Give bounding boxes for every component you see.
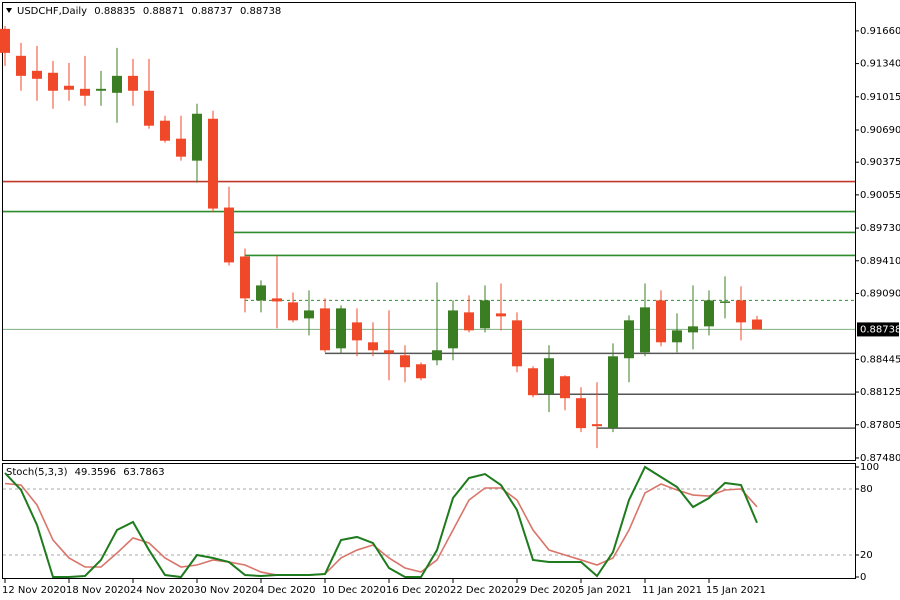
candle-body (352, 322, 362, 341)
candle-body (720, 301, 730, 303)
stoch-k-value: 49.3596 (75, 467, 116, 478)
y-tick-label: 80 (860, 484, 873, 495)
x-tick-label: 15 Jan 2021 (706, 585, 766, 596)
x-tick-label: 24 Nov 2020 (130, 585, 194, 596)
candle-body (0, 28, 10, 53)
y-tick-label: 0.89410 (860, 256, 900, 267)
x-tick-label: 18 Nov 2020 (66, 585, 130, 596)
y-tick-label: 0.88125 (860, 387, 900, 398)
candle-body (576, 398, 586, 429)
candle-body (528, 368, 538, 396)
price-panel (2, 2, 856, 461)
open-value: 0.88835 (94, 6, 135, 17)
candle-body (176, 138, 186, 157)
candle-body (144, 90, 154, 126)
candle-body (752, 319, 762, 330)
price-label-box (857, 322, 899, 337)
candle-body (80, 88, 90, 96)
stoch-line (4, 465, 758, 579)
x-tick-label: 10 Dec 2020 (322, 585, 386, 596)
candle-body (96, 88, 106, 91)
y-tick-label: 0.90055 (860, 190, 900, 201)
y-tick-label: 0.89730 (860, 223, 900, 234)
candle-body (128, 75, 138, 91)
candle-body (608, 356, 618, 429)
candle-body (592, 424, 602, 427)
price-label: 0.88738 (860, 324, 900, 335)
candle-body (640, 307, 650, 353)
candle-body (32, 70, 42, 79)
candle-body (240, 256, 250, 299)
x-tick-label: 16 Dec 2020 (386, 585, 450, 596)
candle-body (304, 310, 314, 319)
stoch-header: Stoch(5,3,3) 49.3596 63.7863 (6, 467, 165, 478)
candle-body (448, 310, 458, 349)
candle-body (192, 113, 202, 161)
x-tick-label: 12 Nov 2020 (2, 585, 66, 596)
x-tick-label: 29 Dec 2020 (514, 585, 578, 596)
candle-body (672, 330, 682, 343)
candle-body (544, 358, 554, 395)
y-tick-label: 100 (860, 462, 879, 473)
y-tick-label: 0.87805 (860, 420, 900, 431)
low-value: 0.88737 (191, 6, 232, 17)
candle-body (160, 120, 170, 141)
candle-body (432, 350, 442, 361)
candle-body (48, 72, 58, 91)
candle-body (464, 312, 474, 331)
candle-body (208, 118, 218, 209)
y-tick-label: 0.88445 (860, 354, 900, 365)
x-tick-label: 4 Dec 2020 (258, 585, 316, 596)
x-tick-label: 30 Nov 2020 (194, 585, 258, 596)
candle-body (320, 308, 330, 351)
candle-body (64, 85, 74, 90)
candle-body (688, 326, 698, 333)
menu-icon[interactable] (6, 8, 12, 13)
candle-body (416, 364, 426, 379)
candle-body (656, 300, 666, 343)
y-tick-label: 0 (860, 572, 866, 583)
candle-body (704, 300, 714, 327)
x-tick-label: 11 Jan 2021 (642, 585, 702, 596)
candle-body (272, 298, 282, 302)
candle-body (736, 300, 746, 323)
candle-body (496, 313, 506, 317)
y-tick-label: 20 (860, 550, 873, 561)
candle-body (336, 308, 346, 349)
y-tick-label: 0.90690 (860, 125, 900, 136)
close-value: 0.88738 (240, 6, 281, 17)
stoch-panel (2, 463, 856, 579)
y-tick-label: 0.87480 (860, 453, 900, 464)
candle-body (624, 320, 634, 359)
y-tick-label: 0.91015 (860, 92, 900, 103)
candle-body (384, 350, 394, 354)
candle-body (112, 75, 122, 93)
candle-body (480, 300, 490, 329)
candle-body (224, 207, 234, 263)
stoch-line (4, 482, 758, 576)
candle-body (512, 320, 522, 367)
candle-body (16, 55, 26, 76)
x-tick-label: 22 Dec 2020 (450, 585, 514, 596)
y-tick-label: 0.91660 (860, 26, 900, 37)
candle-body (288, 302, 298, 321)
high-value: 0.88871 (143, 6, 184, 17)
symbol-title: USDCHF,Daily (17, 6, 87, 17)
y-tick-label: 0.89090 (860, 288, 900, 299)
y-tick-label: 0.90375 (860, 157, 900, 168)
stoch-d-value: 63.7863 (123, 467, 164, 478)
candle-body (560, 376, 570, 399)
x-tick-label: 5 Jan 2021 (578, 585, 632, 596)
y-tick-label: 0.91340 (860, 59, 900, 70)
candle-body (400, 355, 410, 368)
stoch-title: Stoch(5,3,3) (6, 467, 68, 478)
candle-body (368, 342, 378, 351)
chart-header: USDCHF,Daily 0.88835 0.88871 0.88737 0.8… (17, 6, 281, 17)
candle-body (256, 285, 266, 301)
